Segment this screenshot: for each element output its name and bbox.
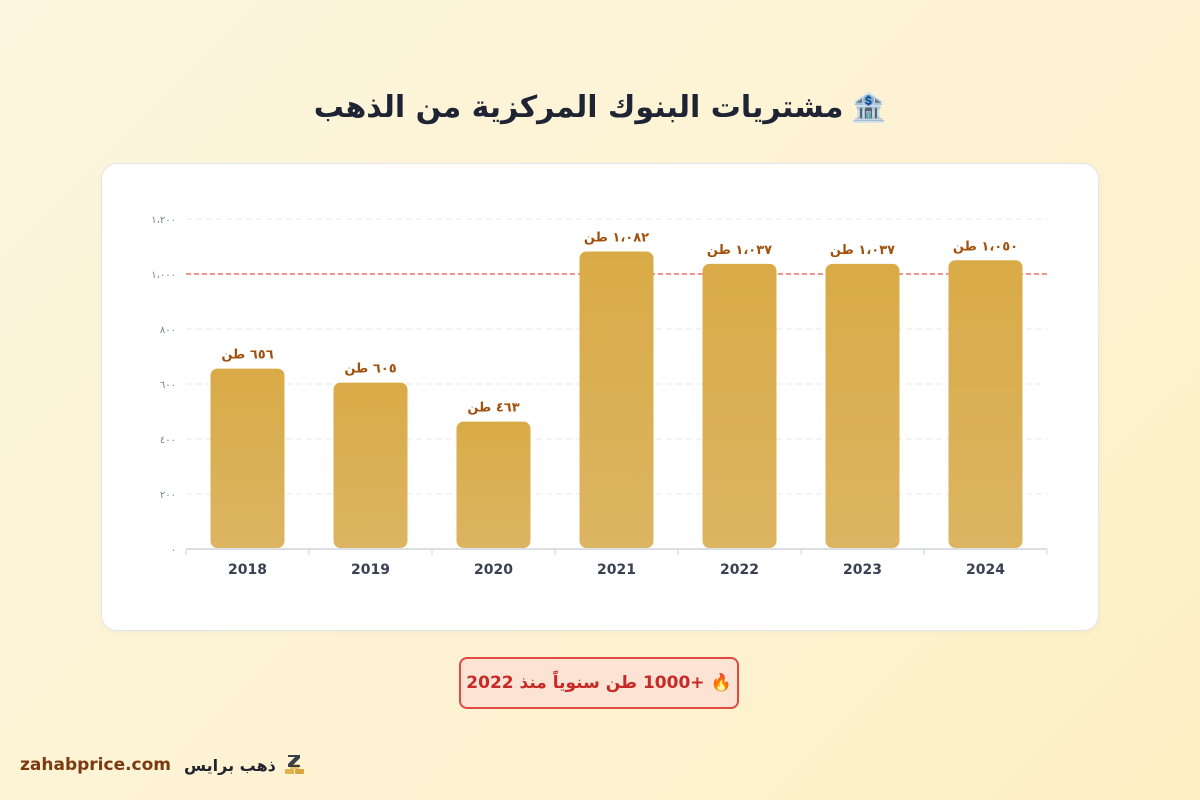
highlight-badge: 🔥 +1000 طن سنوياً منذ 2022 [459, 657, 739, 709]
brand: ذهب برايس [184, 752, 308, 778]
bar-2024 [948, 260, 1023, 548]
x-tick-label: 2019 [351, 562, 390, 578]
data-label: ١،٠٨٢ طن [584, 230, 649, 245]
badge-text: +1000 طن سنوياً منذ 2022 [466, 673, 705, 693]
chart-title: مشتريات البنوك المركزية من الذهب [313, 90, 844, 125]
y-tick-label: ٢٠٠ [160, 490, 176, 501]
data-label: ٦٥٦ طن [221, 348, 273, 363]
y-tick-label: ٠ [171, 545, 176, 556]
y-tick-label: ٨٠٠ [160, 325, 176, 336]
x-tick-label: 2024 [966, 562, 1005, 578]
y-tick-label: ٦٠٠ [160, 380, 176, 391]
data-label: ١،٠٥٠ طن [953, 239, 1018, 254]
data-label: ٤٦٣ طن [467, 401, 519, 416]
bar-2021 [579, 251, 654, 548]
x-tick-label: 2018 [228, 562, 267, 578]
brand-name: ذهب برايس [184, 755, 276, 775]
bar-2019 [333, 382, 408, 548]
x-tick-label: 2021 [597, 562, 636, 578]
bank-icon: 🏦 [851, 91, 887, 124]
website-link[interactable]: zahabprice.com [20, 755, 172, 775]
x-tick-label: 2022 [720, 562, 759, 578]
bar-2020 [456, 421, 531, 548]
y-tick-label: ٤٠٠ [160, 435, 176, 446]
data-label: ٦٠٥ طن [344, 362, 396, 377]
bar-2023 [825, 263, 900, 548]
fire-icon: 🔥 [710, 673, 732, 693]
bar-2022 [702, 263, 777, 548]
page-title: 🏦مشتريات البنوك المركزية من الذهب [0, 90, 1200, 125]
x-tick-label: 2023 [843, 562, 882, 578]
y-tick-label: ١،٢٠٠ [151, 215, 176, 226]
y-tick-label: ١،٠٠٠ [151, 270, 176, 281]
gold-bars-logo-icon [284, 755, 304, 774]
data-label: ١،٠٣٧ طن [707, 243, 772, 258]
bar-2018 [210, 368, 285, 548]
bar-chart: ٠ ٢٠٠ ٤٠٠ ٦٠٠ ٨٠٠ ١،٠٠٠ ١،٢٠٠ ٦٥٦ طن 2018 ٦٠٥ طن 2… [151, 215, 1048, 578]
chart-card: ٠ ٢٠٠ ٤٠٠ ٦٠٠ ٨٠٠ ١،٠٠٠ ١،٢٠٠ ٦٥٦ طن 2018 ٦٠٥ طن 2… [101, 163, 1099, 631]
data-label: ١،٠٣٧ طن [830, 243, 895, 258]
x-tick-label: 2020 [474, 562, 513, 578]
